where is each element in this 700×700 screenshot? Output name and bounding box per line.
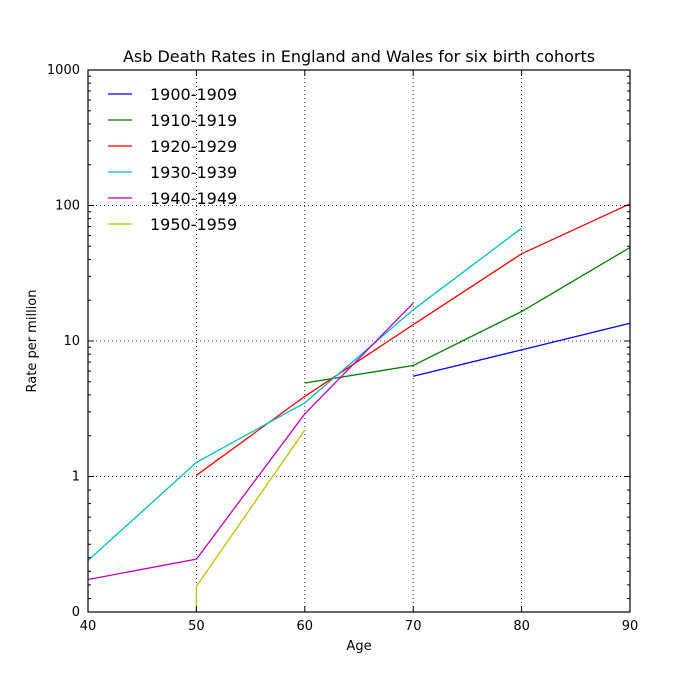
- x-tick-label: 80: [513, 619, 530, 634]
- series-line-1910-1919: [304, 246, 631, 384]
- y-tick-label: 1: [72, 470, 80, 485]
- series-line-1900-1909: [413, 322, 631, 377]
- series-line-1940-1949: [87, 302, 414, 581]
- legend: 1900-1909 1910-1919 1920-1929 1930-1939 1940…: [108, 85, 237, 234]
- x-axis-label: Age: [346, 639, 371, 654]
- y-tick-label: 100: [55, 199, 80, 214]
- x-tick-label: 90: [622, 619, 639, 634]
- legend-label: 1950-1959: [150, 215, 237, 234]
- y-tick-label: 10: [63, 334, 80, 349]
- legend-label: 1900-1909: [150, 85, 237, 104]
- series-layer: [87, 203, 631, 612]
- x-tick-label: 40: [80, 619, 97, 634]
- x-tick-label: 70: [405, 619, 422, 634]
- y-tick-label: 0: [72, 605, 80, 620]
- legend-label: 1940-1949: [150, 189, 237, 208]
- legend-label: 1910-1919: [150, 111, 237, 130]
- chart-title: Asb Death Rates in England and Wales for…: [123, 47, 595, 66]
- legend-label: 1930-1939: [150, 163, 237, 182]
- axis-ticks: 40 50 60 70 80 90 0 1 10 100 1000: [47, 63, 638, 634]
- y-axis-label: Rate per million: [25, 290, 40, 393]
- series-line-1930-1939: [87, 227, 522, 561]
- x-tick-label: 60: [297, 619, 314, 634]
- series-line-1950-1959: [195, 429, 306, 612]
- legend-label: 1920-1929: [150, 137, 237, 156]
- y-tick-label: 1000: [47, 63, 80, 78]
- x-tick-label: 50: [188, 619, 205, 634]
